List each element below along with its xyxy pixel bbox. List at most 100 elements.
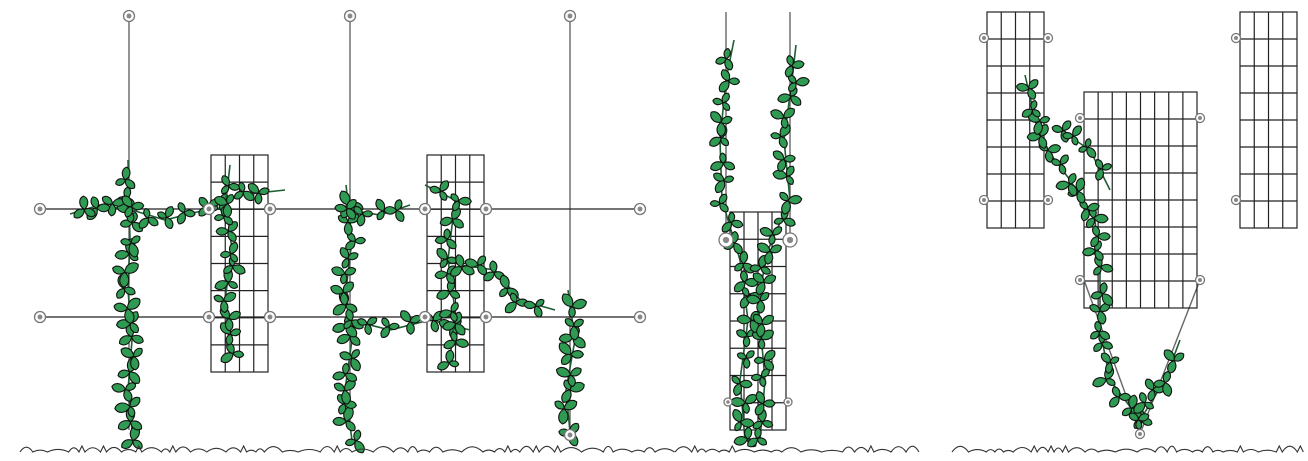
- leaf: [727, 77, 741, 86]
- leaf: [1089, 304, 1101, 313]
- leaf: [124, 179, 136, 190]
- leaf: [791, 60, 805, 69]
- leaf: [755, 391, 766, 405]
- leaf: [123, 286, 136, 296]
- leaf: [719, 152, 727, 164]
- leaf: [450, 193, 459, 202]
- leaf: [1167, 359, 1177, 374]
- leaf: [242, 190, 255, 202]
- leaf: [1105, 378, 1116, 386]
- leaf: [756, 437, 767, 446]
- leaf: [442, 321, 457, 331]
- leaf: [227, 281, 238, 289]
- leaf: [795, 77, 810, 87]
- leaf: [1097, 232, 1111, 241]
- leaf: [772, 226, 783, 236]
- leaf: [784, 65, 794, 78]
- leaf: [761, 314, 774, 325]
- leaf: [1095, 168, 1104, 181]
- leaf: [787, 195, 803, 205]
- leaf: [740, 270, 748, 283]
- leaf: [437, 361, 450, 371]
- leaf: [1118, 392, 1132, 402]
- leaf: [83, 207, 96, 218]
- leaf: [1109, 356, 1120, 364]
- leaf: [759, 292, 770, 302]
- leaf: [380, 326, 390, 338]
- leaf: [439, 216, 454, 227]
- leaf: [356, 318, 368, 326]
- anchor-layer: [33, 9, 1242, 442]
- leaf: [561, 389, 572, 403]
- leaf: [558, 342, 572, 355]
- leaf: [739, 250, 749, 265]
- leaf: [764, 250, 774, 265]
- leaf: [716, 121, 726, 137]
- leaf: [533, 305, 543, 318]
- leaf: [786, 175, 794, 185]
- leaf: [753, 356, 766, 365]
- ground-line: [19, 444, 675, 454]
- leaf: [439, 180, 450, 192]
- leaf: [1068, 173, 1077, 185]
- leaf: [1055, 180, 1071, 191]
- leaf: [143, 207, 151, 219]
- leaf: [1028, 79, 1039, 90]
- leaf: [483, 271, 495, 282]
- leaf: [130, 420, 143, 431]
- leaf: [564, 318, 575, 327]
- leaf: [115, 178, 127, 186]
- leaf: [760, 266, 771, 275]
- leaf: [783, 154, 796, 163]
- leaf: [221, 175, 230, 187]
- leaf: [452, 200, 460, 212]
- leaf: [429, 185, 442, 194]
- leaf: [1044, 149, 1054, 163]
- leaf: [214, 196, 229, 206]
- leaf: [535, 298, 545, 307]
- leaf: [117, 420, 132, 431]
- leaf: [1075, 177, 1086, 193]
- leaf: [777, 93, 792, 103]
- leaf: [234, 190, 244, 200]
- leaf: [438, 309, 453, 319]
- leaf: [722, 102, 731, 111]
- leaf: [736, 314, 752, 325]
- leaf: [343, 221, 353, 236]
- leaf: [130, 235, 141, 244]
- leaf: [394, 199, 403, 212]
- leaf: [341, 389, 351, 405]
- leaf: [341, 257, 350, 269]
- leaf: [709, 200, 721, 207]
- leaf: [755, 281, 766, 295]
- leaf: [1105, 361, 1113, 374]
- leaf: [332, 323, 347, 333]
- leaf: [96, 203, 111, 213]
- leaf: [709, 136, 722, 147]
- leaf: [388, 322, 400, 331]
- leaf: [730, 219, 744, 229]
- leaf: [733, 242, 743, 255]
- leaf: [445, 349, 455, 364]
- leaf: [395, 209, 405, 222]
- anchor-point: [978, 32, 990, 44]
- leaf: [734, 421, 742, 432]
- leaf: [724, 58, 734, 71]
- leaf: [350, 357, 361, 372]
- leaf: [567, 374, 576, 387]
- climbing-plant-layer: [69, 39, 1185, 454]
- anchor-point: [33, 202, 47, 216]
- anchor-point: [1230, 32, 1242, 44]
- leaf: [749, 264, 762, 273]
- leaf: [1082, 247, 1097, 257]
- leaf: [157, 211, 168, 219]
- anchor-point: [1134, 428, 1146, 440]
- leaf: [1062, 131, 1074, 140]
- leaf: [1078, 145, 1088, 153]
- leaf: [731, 375, 741, 385]
- leaf: [127, 405, 136, 418]
- leaf: [742, 335, 751, 348]
- leaf: [247, 183, 260, 194]
- leaf: [763, 359, 774, 371]
- leaf: [366, 316, 378, 326]
